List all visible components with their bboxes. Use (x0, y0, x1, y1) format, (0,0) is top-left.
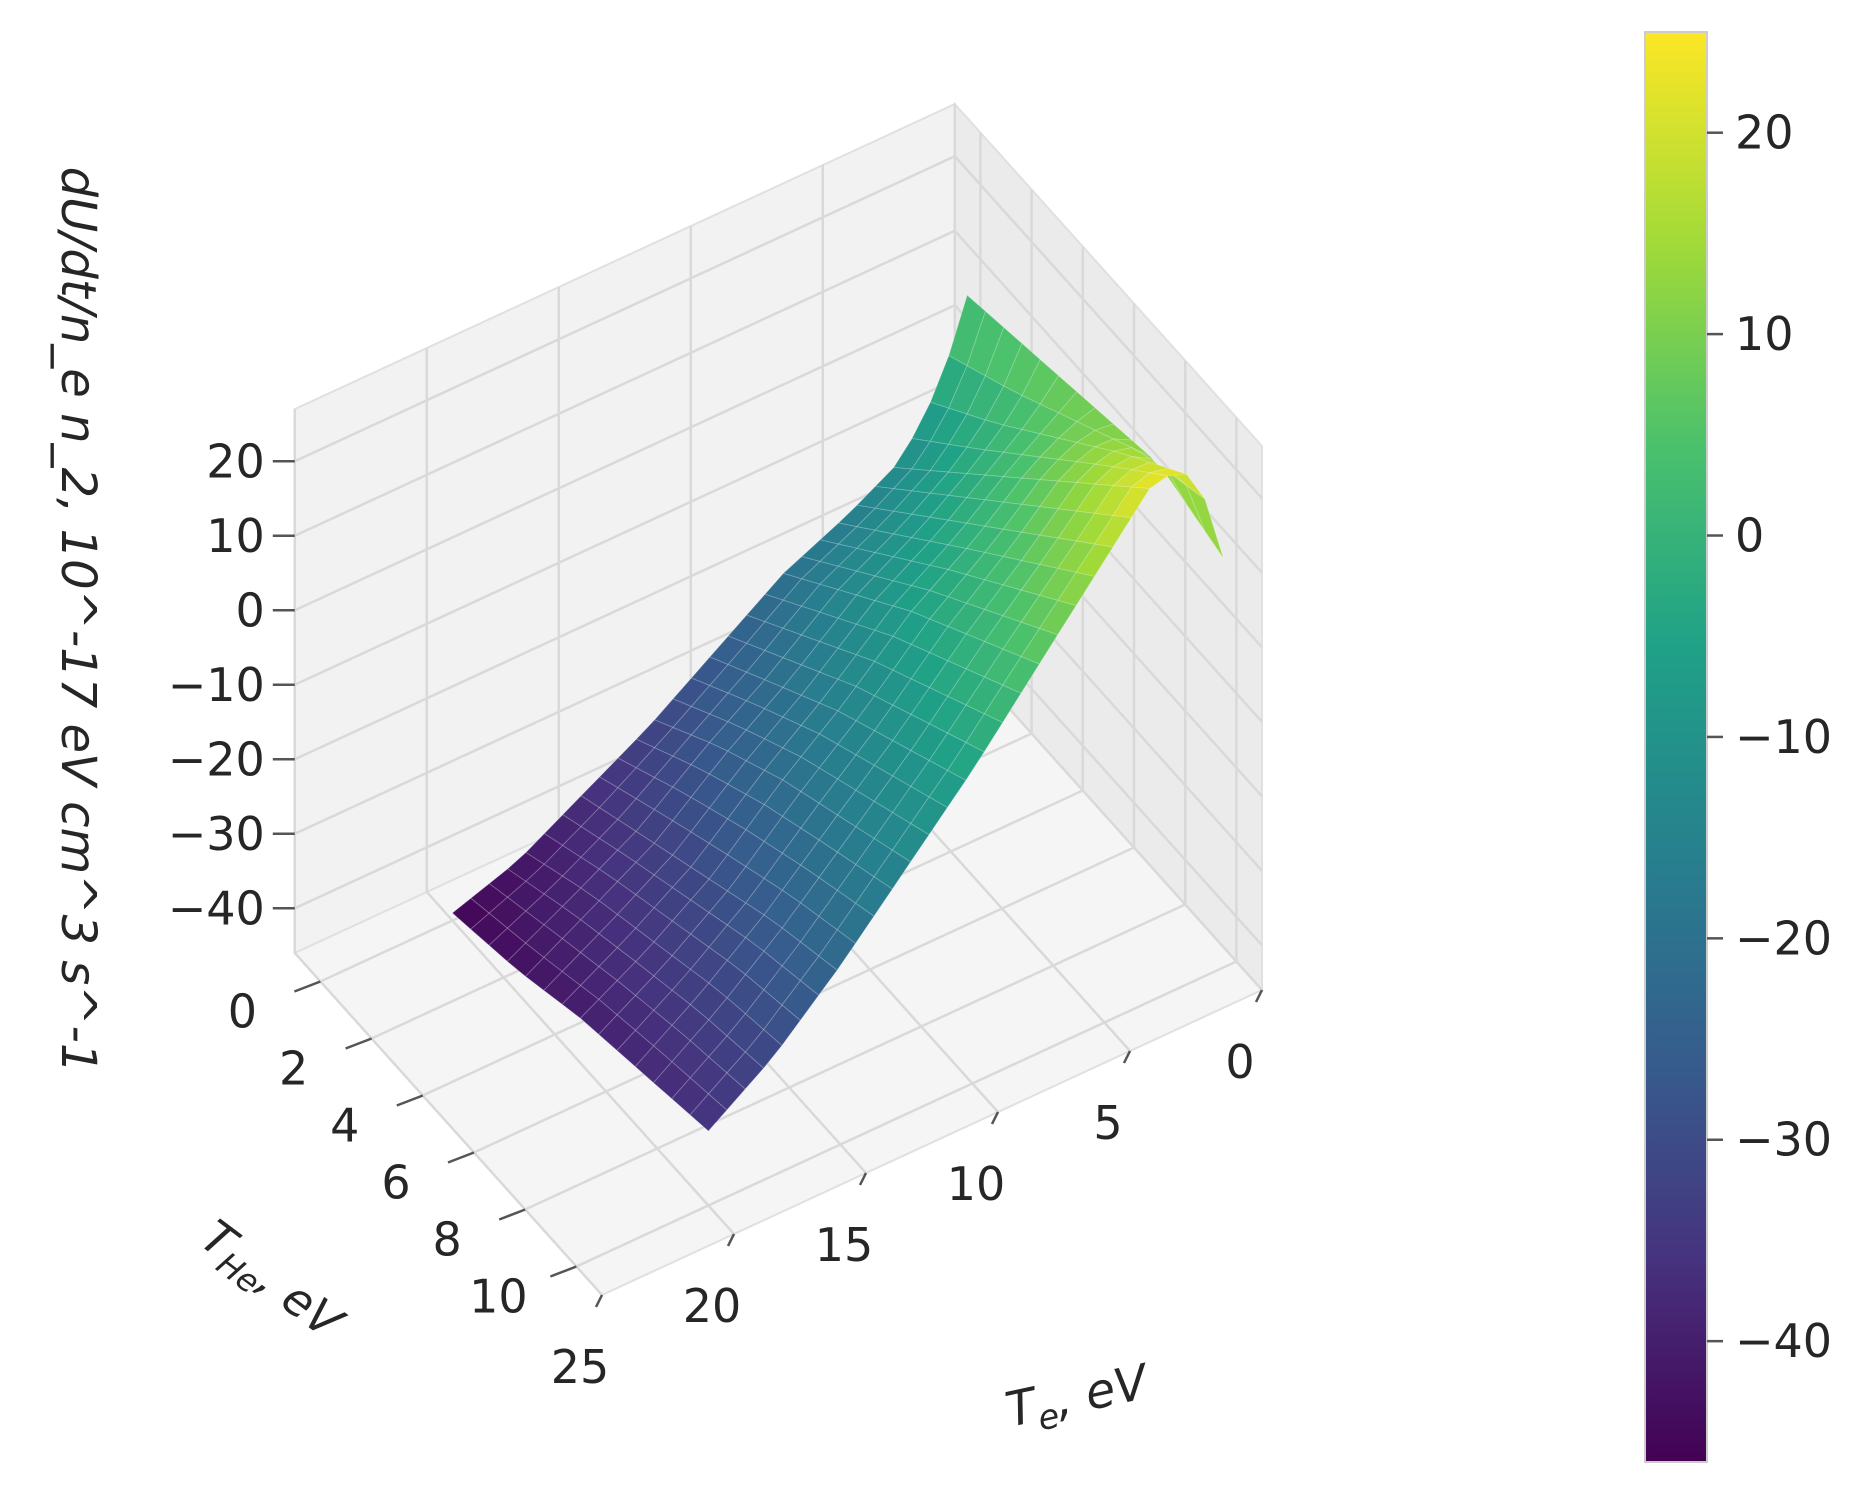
z-axis-label: dU/dt/n_e n_2, 10^-17 eV cm^3 s^-1 (50, 167, 106, 1074)
y-axis-label-unit: , eV (249, 1252, 355, 1351)
colorbar: 20 10 0 −10 −20 −30 −40 (1644, 31, 1832, 1463)
colorbar-tick-label: 0 (1735, 509, 1764, 563)
y-grid-line (524, 360, 1187, 1211)
z-tick-label: 10 (206, 509, 265, 563)
colorbar-ticks: 20 10 0 −10 −20 −30 −40 (1707, 106, 1832, 1368)
colorbar-tick-label: −20 (1735, 911, 1832, 965)
z-tick-label: 0 (236, 583, 265, 637)
colorbar-tick-label: 20 (1735, 106, 1794, 160)
z-tick-label: −30 (168, 807, 265, 861)
z-tick-label: −10 (168, 658, 265, 712)
x-tick-label: 20 (683, 1279, 742, 1333)
y-tick (549, 1265, 577, 1278)
y-tick-label: 10 (469, 1270, 528, 1324)
x-tick-label: 10 (947, 1157, 1006, 1211)
z-tick-label: 20 (206, 434, 265, 488)
z-tick-label: −20 (168, 732, 265, 786)
y-tick-label: 2 (279, 1042, 308, 1096)
colorbar-tick-label: −10 (1735, 710, 1832, 764)
x-tick (858, 1172, 868, 1186)
colorbar-tick-label: 10 (1735, 307, 1794, 361)
y-tick-label: 8 (433, 1213, 462, 1267)
x-tick (594, 1294, 604, 1308)
x-tick (990, 1111, 1000, 1125)
x-tick (1254, 989, 1264, 1003)
x-grid-line (425, 348, 735, 1235)
x-tick-label: 5 (1093, 1096, 1122, 1150)
y-tick (447, 1151, 475, 1164)
y-tick-label: 0 (228, 985, 257, 1039)
y-tick (498, 1208, 526, 1221)
x-axis-label: Te, eV (1001, 1353, 1157, 1445)
y-tick (396, 1094, 424, 1107)
surface-patch (689, 1093, 728, 1132)
colorbar-tick-label: −30 (1735, 1113, 1832, 1167)
y-tick (345, 1037, 373, 1050)
z-tick-label: −40 (168, 881, 265, 935)
y-tick-label: 6 (381, 1156, 410, 1210)
colorbar-tick-label: −40 (1735, 1314, 1832, 1368)
x-axis-label-unit: , eV (1050, 1353, 1156, 1428)
y-tick-label: 4 (330, 1099, 359, 1153)
x-tick-label: 15 (815, 1218, 874, 1272)
surface (451, 294, 1224, 1132)
x-grid-line (293, 409, 603, 1296)
x-tick-label: 25 (551, 1340, 610, 1394)
x-tick-label: 0 (1225, 1035, 1254, 1089)
y-grid-line (575, 417, 1238, 1268)
y-tick (293, 980, 321, 993)
colorbar-gradient (1644, 31, 1708, 1463)
y-axis-label: THe, eV (187, 1209, 355, 1357)
x-tick (726, 1233, 736, 1247)
x-tick (1122, 1050, 1132, 1064)
